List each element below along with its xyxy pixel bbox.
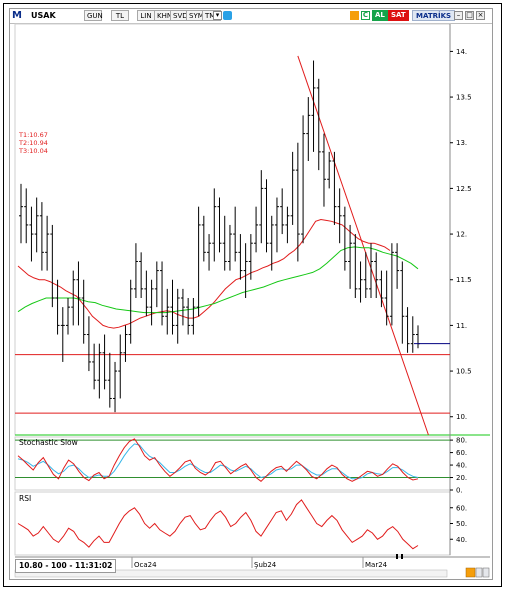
ma-fast-line xyxy=(17,218,391,329)
price-tick-label: 12.5 xyxy=(456,185,472,193)
dropdown-icon[interactable]: ▾ xyxy=(213,11,222,20)
stoch-panel-frame xyxy=(14,436,451,491)
scroll-right-icon xyxy=(482,567,490,578)
scrollbar xyxy=(14,569,448,578)
rsi-line xyxy=(17,499,419,550)
rsi-tick-label: 40. xyxy=(456,536,467,544)
stoch-tick-label: 40. xyxy=(456,462,467,470)
sell-button[interactable]: SAT xyxy=(388,10,409,21)
price-tick-label: 13.5 xyxy=(456,94,472,102)
app-logo: M xyxy=(12,10,22,21)
stoch-d-line xyxy=(17,443,419,480)
target-label: T2:10.94 xyxy=(18,139,48,147)
stoch-tick-label: 0. xyxy=(456,487,463,495)
rsi-panel-frame xyxy=(14,491,451,556)
rsi-tick-label: 60. xyxy=(456,504,467,512)
stoch-title: Stochastic Slow xyxy=(19,438,78,447)
stoch-k-line xyxy=(17,438,419,482)
rsi-tick-label: 50. xyxy=(456,520,467,528)
target-label: T3:10.04 xyxy=(18,147,48,155)
scroll-left-icon xyxy=(475,567,483,578)
price-tick-label: 14. xyxy=(456,48,467,56)
trend-line xyxy=(297,55,429,436)
close-button[interactable]: × xyxy=(476,11,485,20)
status-readout: 10.80 - 100 - 11:31:02 xyxy=(15,559,117,573)
time-tick-label: Şub24 xyxy=(254,561,277,569)
settings-icon xyxy=(465,567,476,578)
stoch-tick-label: 60. xyxy=(456,449,467,457)
time-tick-label: Mar24 xyxy=(365,561,388,569)
stoch-tick-label: 80. xyxy=(456,437,467,445)
price-tick-label: 12. xyxy=(456,231,467,239)
event-marker xyxy=(401,554,403,559)
c-button[interactable]: C xyxy=(361,11,370,20)
bird-icon[interactable] xyxy=(223,11,232,20)
buy-button[interactable]: AL xyxy=(372,10,388,21)
ma-slow-line xyxy=(17,246,419,314)
chart-icon[interactable] xyxy=(350,11,359,20)
button-gun[interactable]: GUN xyxy=(84,10,103,21)
button-tl[interactable]: TL xyxy=(111,10,129,21)
stoch-tick-label: 20. xyxy=(456,474,467,482)
minimize-button[interactable]: – xyxy=(454,11,463,20)
price-tick-label: 13. xyxy=(456,139,467,147)
main-panel-frame xyxy=(14,23,451,436)
symbol-label[interactable]: USAK xyxy=(31,11,56,20)
event-marker xyxy=(396,554,398,559)
price-tick-label: 11. xyxy=(456,322,467,330)
maximize-button[interactable]: □ xyxy=(465,11,474,20)
price-tick-label: 11.5 xyxy=(456,276,472,284)
time-tick-label: Oca24 xyxy=(134,561,157,569)
rsi-title: RSI xyxy=(19,494,31,503)
price-tick-label: 10.5 xyxy=(456,368,472,376)
target-label: T1:10.67 xyxy=(18,131,48,139)
chart-window xyxy=(9,8,493,580)
toolbar: M USAK GUN TL LIN KHN SVD SYM TMP ▾ C AL… xyxy=(10,9,492,24)
price-tick-label: 10. xyxy=(456,413,467,421)
